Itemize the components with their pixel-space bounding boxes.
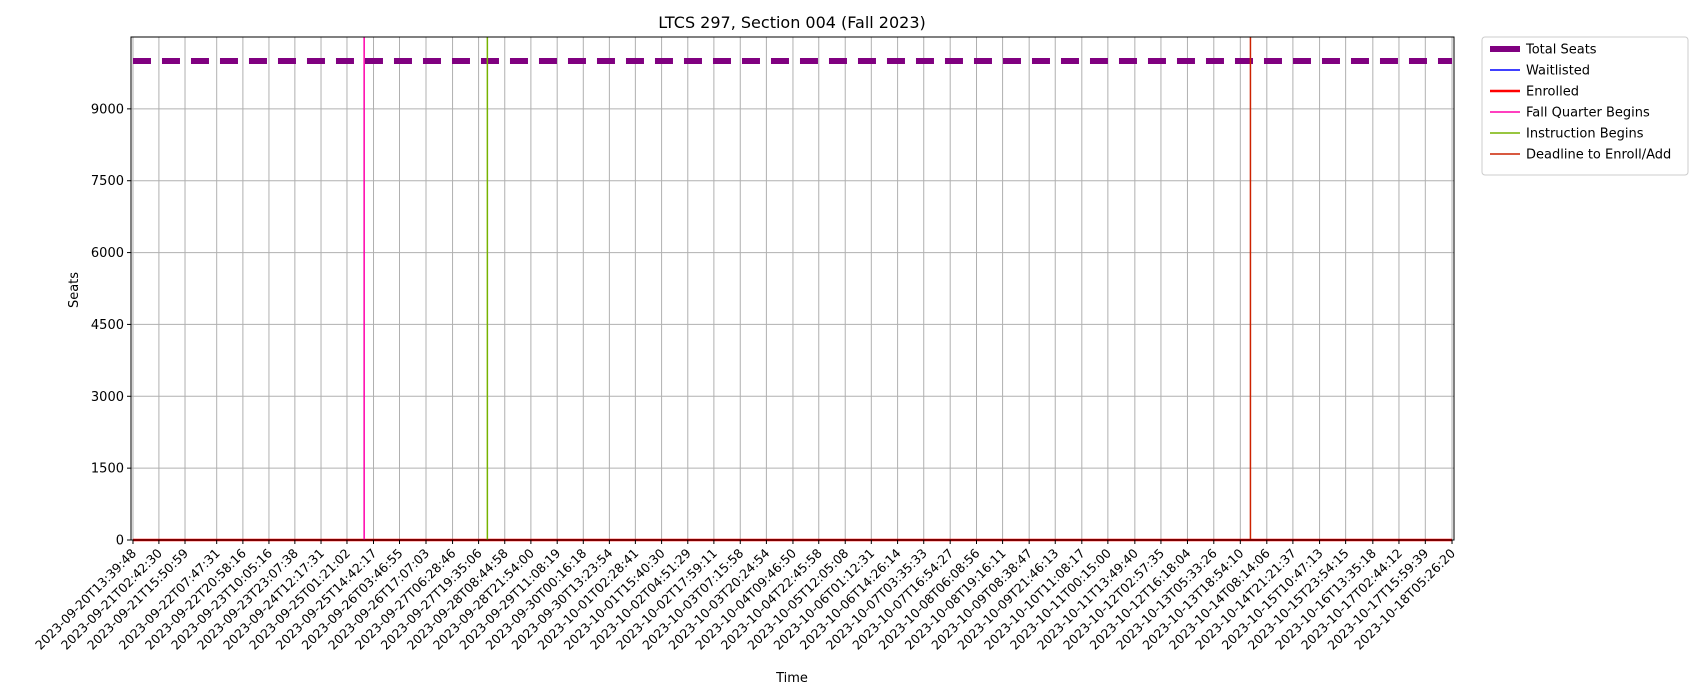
y-axis: 0 1500 3000 4500 6000 7500 9000 — [91, 102, 131, 549]
y-tick-label: 1500 — [91, 462, 124, 477]
legend-label: Instruction Begins — [1526, 127, 1644, 142]
y-tick-label: 0 — [116, 534, 124, 549]
legend-box — [1481, 36, 1689, 176]
y-tick-label: 9000 — [91, 102, 124, 117]
x-axis-label: Time — [775, 671, 808, 686]
y-tick-label: 7500 — [91, 174, 124, 189]
legend-label: Enrolled — [1526, 85, 1579, 100]
legend: Total Seats Waitlisted Enrolled Fall Quarte… — [1481, 36, 1689, 176]
grid — [131, 37, 1454, 541]
y-tick-label: 6000 — [91, 246, 124, 261]
chart-title: LTCS 297, Section 004 (Fall 2023) — [658, 13, 926, 32]
legend-label: Deadline to Enroll/Add — [1526, 148, 1671, 163]
y-axis-label: Seats — [67, 272, 82, 308]
y-tick-label: 3000 — [91, 390, 124, 405]
y-tick-label: 4500 — [91, 318, 124, 333]
legend-label: Total Seats — [1525, 43, 1597, 58]
x-axis: 2023-09-20T13:39:482023-09-21T02:42:3020… — [32, 540, 1458, 653]
legend-label: Fall Quarter Begins — [1526, 106, 1650, 121]
legend-label: Waitlisted — [1526, 64, 1590, 79]
